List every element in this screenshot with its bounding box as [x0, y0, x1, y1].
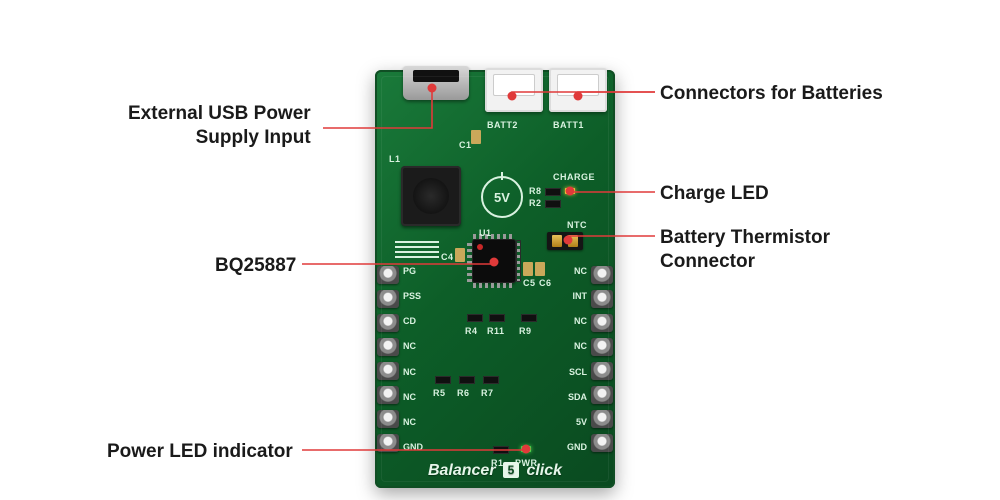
- silk-r11: R11: [487, 326, 505, 336]
- header-right: [591, 266, 613, 452]
- callout-chg: Charge LED: [660, 182, 769, 206]
- pinlabels-right: NCINT NCNC SCLSDA 5VGND: [557, 266, 587, 452]
- diagram-stage: 5V L1 C1 BATT2 BATT1 CHARGE NTC: [0, 0, 1000, 500]
- pinlabels-left: PGPSS CDNC NCNC NCGND: [403, 266, 433, 452]
- callout-bq: BQ25887: [215, 254, 296, 278]
- silk-c4: C4: [441, 252, 454, 262]
- silk-batt2: BATT2: [487, 120, 518, 130]
- callout-batt: Connectors for Batteries: [660, 82, 883, 106]
- silk-u1: U1: [479, 228, 492, 238]
- silk-r4: R4: [465, 326, 478, 336]
- silk-r9: R9: [519, 326, 532, 336]
- pcb-board: 5V L1 C1 BATT2 BATT1 CHARGE NTC: [375, 70, 615, 488]
- header-left: [377, 266, 399, 452]
- silk-r6: R6: [457, 388, 470, 398]
- silk-l1: L1: [389, 154, 401, 164]
- silk-c1: C1: [459, 140, 472, 150]
- silk-r8: R8: [529, 186, 542, 196]
- product-name: Balancer 5 click: [375, 462, 615, 480]
- callout-ntc: Battery ThermistorConnector: [660, 226, 830, 274]
- callout-usb: External USB PowerSupply Input: [128, 102, 311, 150]
- silk-r2: R2: [529, 198, 542, 208]
- silk-r7: R7: [481, 388, 494, 398]
- silk-batt1: BATT1: [553, 120, 584, 130]
- silk-ntc: NTC: [567, 220, 587, 230]
- silk-c5: C5: [523, 278, 536, 288]
- callout-pwrled: Power LED indicator: [107, 440, 293, 464]
- silk-r5: R5: [433, 388, 446, 398]
- silk-charge: CHARGE: [553, 172, 595, 182]
- silk-c6: C6: [539, 278, 552, 288]
